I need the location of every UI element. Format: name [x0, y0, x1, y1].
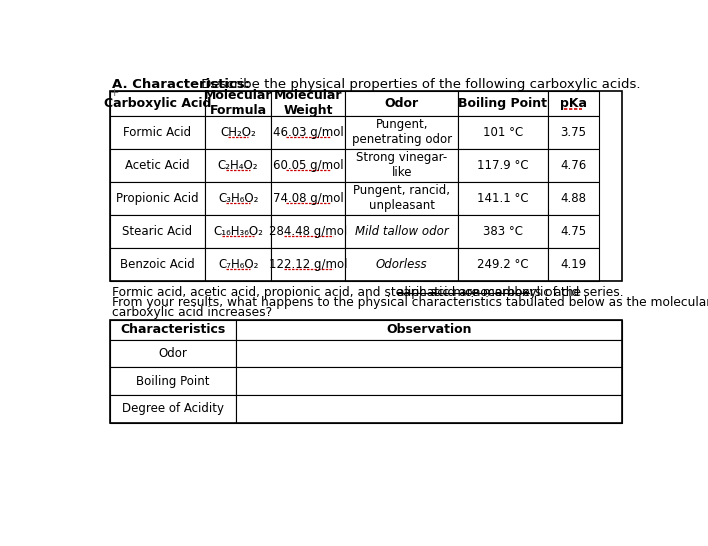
Bar [346, 149, 458, 182]
Bar [110, 340, 236, 367]
Bar [236, 395, 622, 423]
Bar [547, 149, 599, 182]
Text: 122.12 g/mol: 122.12 g/mol [269, 258, 348, 271]
Text: C₇H₆O₂: C₇H₆O₂ [218, 258, 258, 271]
Bar [110, 116, 205, 149]
Bar [110, 215, 205, 248]
Bar [110, 367, 236, 395]
Text: Pungent,
penetrating odor: Pungent, penetrating odor [352, 118, 452, 146]
Text: Propionic Acid: Propionic Acid [116, 192, 199, 205]
Bar [271, 182, 346, 215]
Text: Boiling Point: Boiling Point [458, 97, 547, 110]
Text: Observation: Observation [386, 323, 472, 336]
Text: Boiling Point: Boiling Point [136, 375, 210, 388]
Bar [547, 215, 599, 248]
Text: Odorless: Odorless [376, 258, 428, 271]
Bar [547, 91, 599, 116]
Bar [346, 182, 458, 215]
Bar [458, 149, 547, 182]
Text: 3.75: 3.75 [560, 126, 586, 139]
Bar [346, 248, 458, 281]
Bar [346, 116, 458, 149]
Text: C₁₆H₃₆O₂: C₁₆H₃₆O₂ [213, 225, 263, 238]
Text: 141.1 °C: 141.1 °C [477, 192, 529, 205]
Bar [547, 116, 599, 149]
Bar [458, 116, 547, 149]
Bar [271, 116, 346, 149]
Text: Formic Acid: Formic Acid [123, 126, 192, 139]
Text: 46.03 g/mol: 46.03 g/mol [273, 126, 344, 139]
Text: 4.76: 4.76 [560, 159, 586, 172]
Bar [236, 340, 622, 367]
Text: 284.48 g/mol: 284.48 g/mol [269, 225, 348, 238]
Bar [110, 319, 236, 340]
Bar [271, 149, 346, 182]
Bar [205, 182, 271, 215]
Text: Molecular
Weight: Molecular Weight [274, 89, 343, 117]
Bar [205, 215, 271, 248]
Bar [110, 395, 236, 423]
Text: 4.75: 4.75 [560, 225, 586, 238]
Bar [547, 248, 599, 281]
Text: 4.88: 4.88 [560, 192, 586, 205]
Text: C₃H₆O₂: C₃H₆O₂ [218, 192, 258, 205]
Bar [458, 182, 547, 215]
Bar [271, 215, 346, 248]
Text: Benzoic Acid: Benzoic Acid [120, 258, 195, 271]
Bar [110, 91, 205, 116]
Bar [271, 91, 346, 116]
Bar [110, 149, 205, 182]
Bar [205, 248, 271, 281]
Text: 74.08 g/mol: 74.08 g/mol [273, 192, 344, 205]
Text: +: + [110, 88, 120, 98]
Text: Mild tallow odor: Mild tallow odor [355, 225, 449, 238]
Text: Stearic Acid: Stearic Acid [122, 225, 193, 238]
Text: 117.9 °C: 117.9 °C [477, 159, 529, 172]
Bar [205, 149, 271, 182]
Text: C₂H₄O₂: C₂H₄O₂ [218, 159, 258, 172]
Bar [110, 182, 205, 215]
Bar [110, 319, 622, 423]
Text: Molecular
Formula: Molecular Formula [204, 89, 273, 117]
Bar [458, 91, 547, 116]
Bar [110, 248, 205, 281]
Bar [458, 248, 547, 281]
Text: 4.19: 4.19 [560, 258, 586, 271]
Bar [236, 367, 622, 395]
Text: Carboxylic Acid: Carboxylic Acid [104, 97, 211, 110]
Text: Acetic Acid: Acetic Acid [125, 159, 190, 172]
Bar [205, 116, 271, 149]
Text: carboxylic acid increases?: carboxylic acid increases? [112, 306, 272, 319]
Text: 101 °C: 101 °C [483, 126, 523, 139]
Bar [110, 91, 622, 281]
Bar [346, 91, 458, 116]
Bar [458, 215, 547, 248]
Bar [271, 248, 346, 281]
Text: Strong vinegar-
like: Strong vinegar- like [356, 151, 447, 179]
Text: 383 °C: 383 °C [483, 225, 523, 238]
Text: Odor: Odor [384, 97, 419, 110]
Text: From your results, what happens to the physical characteristics tabulated below : From your results, what happens to the p… [112, 296, 708, 308]
Bar [205, 91, 271, 116]
Text: Pungent, rancid,
unpleasant: Pungent, rancid, unpleasant [353, 185, 450, 212]
Text: Formic acid, acetic acid, propionic acid, and stearic acid are members of the: Formic acid, acetic acid, propionic acid… [112, 286, 585, 299]
Text: Odor: Odor [159, 347, 188, 360]
Text: A. Characteristics:: A. Characteristics: [112, 78, 250, 91]
Text: 60.05 g/mol: 60.05 g/mol [273, 159, 343, 172]
Text: Degree of Acidity: Degree of Acidity [122, 402, 224, 416]
Bar [236, 319, 622, 340]
Text: Describe the physical properties of the following carboxylic acids.: Describe the physical properties of the … [197, 78, 641, 91]
Text: CH₂O₂: CH₂O₂ [220, 126, 256, 139]
Text: Characteristics: Characteristics [120, 323, 226, 336]
Text: pKa: pKa [559, 97, 587, 110]
Bar [346, 215, 458, 248]
Bar [547, 182, 599, 215]
Text: 249.2 °C: 249.2 °C [477, 258, 529, 271]
Text: aliphatic monocarboxylic acid series.: aliphatic monocarboxylic acid series. [397, 286, 624, 299]
